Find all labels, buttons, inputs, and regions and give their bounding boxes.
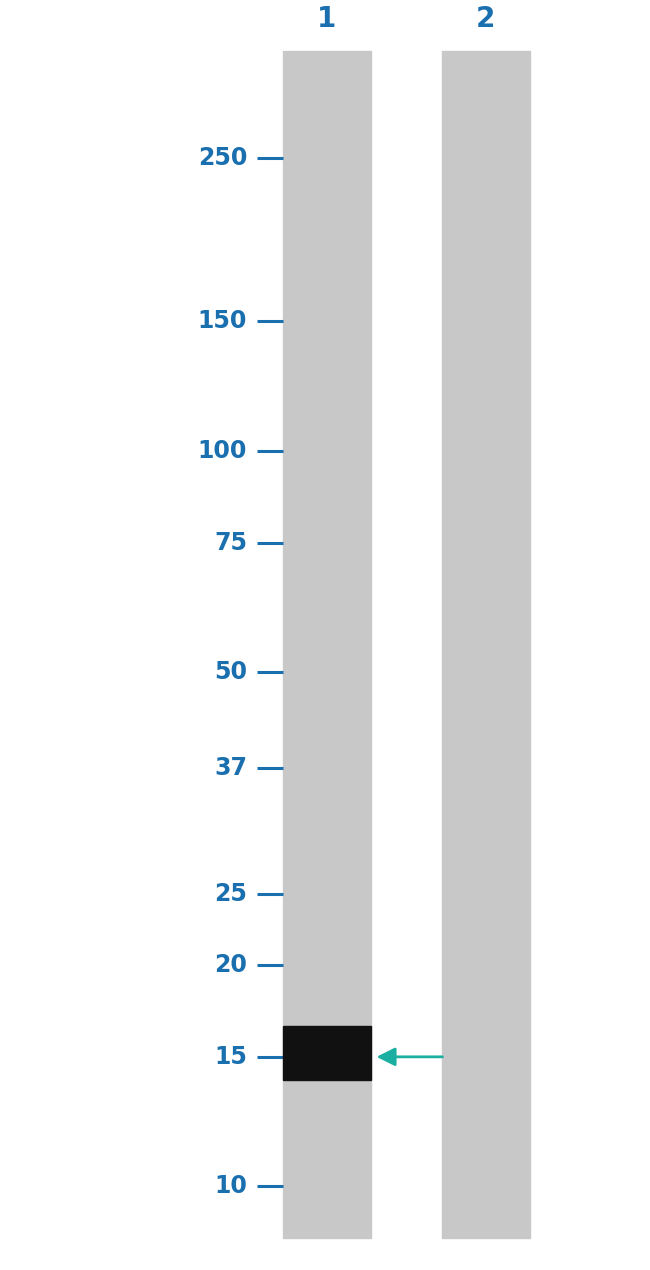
Bar [442,51,530,1238]
Text: 37: 37 [214,757,247,781]
Text: 25: 25 [214,881,247,906]
Bar [283,51,370,1238]
Text: 20: 20 [214,952,247,977]
Text: 1: 1 [317,5,336,33]
Text: 75: 75 [214,531,247,555]
Text: 100: 100 [198,439,247,464]
Text: 250: 250 [198,146,247,170]
Bar [283,1026,370,1080]
Text: 15: 15 [214,1045,247,1069]
Text: 10: 10 [214,1175,247,1199]
Text: 150: 150 [198,310,247,334]
Text: 2: 2 [476,5,495,33]
Text: 50: 50 [214,660,247,685]
